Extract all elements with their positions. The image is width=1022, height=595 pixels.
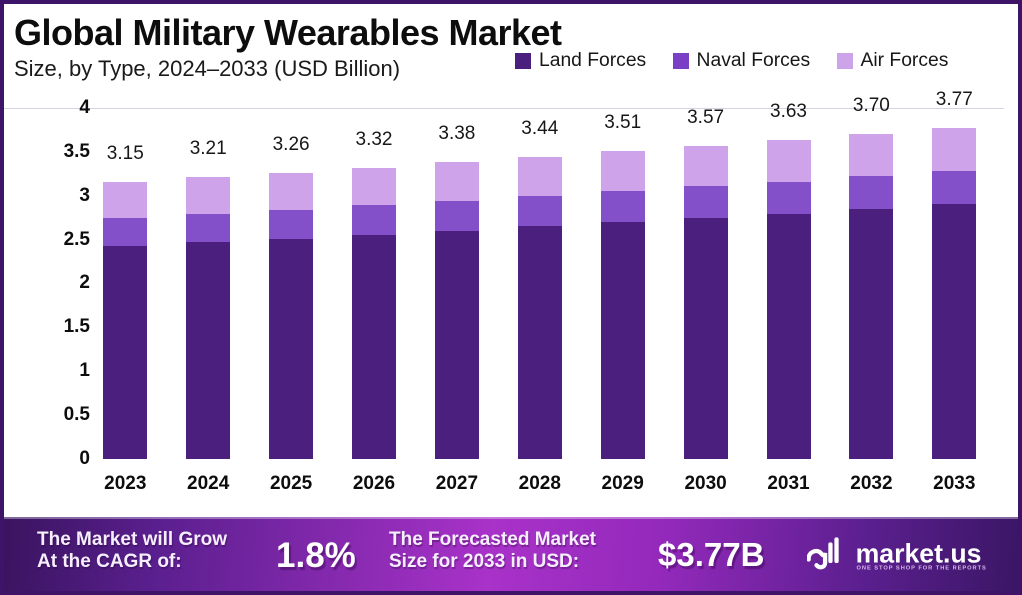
svg-text:market.us: market.us — [856, 539, 982, 569]
svg-text:ONE STOP SHOP FOR THE REPORTS: ONE STOP SHOP FOR THE REPORTS — [857, 566, 987, 572]
